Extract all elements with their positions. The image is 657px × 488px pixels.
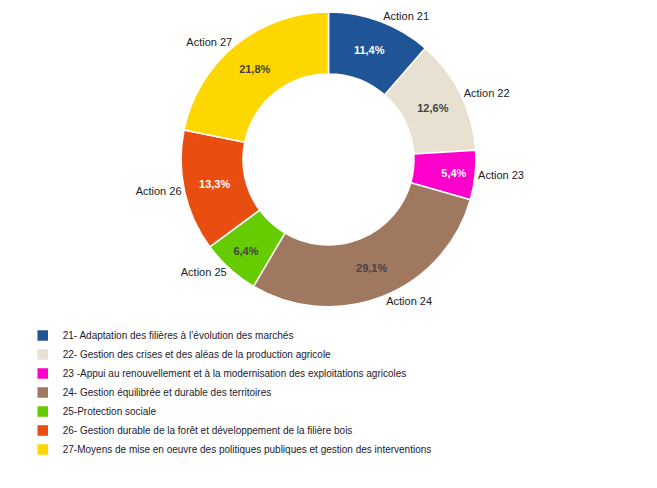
svg-text:5,4%: 5,4% bbox=[441, 167, 466, 179]
svg-text:26- Gestion durable de la forê: 26- Gestion durable de la forêt et dével… bbox=[63, 425, 353, 436]
svg-text:23 -Appui au renouvellement et: 23 -Appui au renouvellement et à la mode… bbox=[63, 368, 407, 379]
svg-text:22- Gestion des crises et des: 22- Gestion des crises et des aléas de l… bbox=[63, 349, 331, 360]
svg-text:Action 25: Action 25 bbox=[181, 266, 227, 278]
svg-text:Action 23: Action 23 bbox=[478, 169, 524, 181]
svg-text:Action 22: Action 22 bbox=[464, 87, 510, 99]
svg-text:Action 27: Action 27 bbox=[186, 36, 232, 48]
svg-text:12,6%: 12,6% bbox=[417, 102, 448, 114]
svg-text:Action 24: Action 24 bbox=[386, 295, 432, 307]
svg-text:Action 26: Action 26 bbox=[136, 185, 182, 197]
svg-text:6,4%: 6,4% bbox=[233, 245, 258, 257]
svg-text:Action 21: Action 21 bbox=[383, 10, 429, 22]
svg-text:29,1%: 29,1% bbox=[356, 262, 387, 274]
svg-text:11,4%: 11,4% bbox=[354, 44, 385, 56]
svg-text:13,3%: 13,3% bbox=[199, 178, 230, 190]
svg-text:24- Gestion équilibrée et dura: 24- Gestion équilibrée et durable des te… bbox=[63, 387, 271, 398]
svg-text:21,8%: 21,8% bbox=[239, 63, 270, 75]
svg-text:21- Adaptation des filières à: 21- Adaptation des filières à l’évolutio… bbox=[63, 330, 294, 341]
svg-text:25-Protection sociale: 25-Protection sociale bbox=[63, 406, 157, 417]
svg-text:27-Moyens de mise en oeuvre de: 27-Moyens de mise en oeuvre des politiqu… bbox=[63, 444, 432, 455]
